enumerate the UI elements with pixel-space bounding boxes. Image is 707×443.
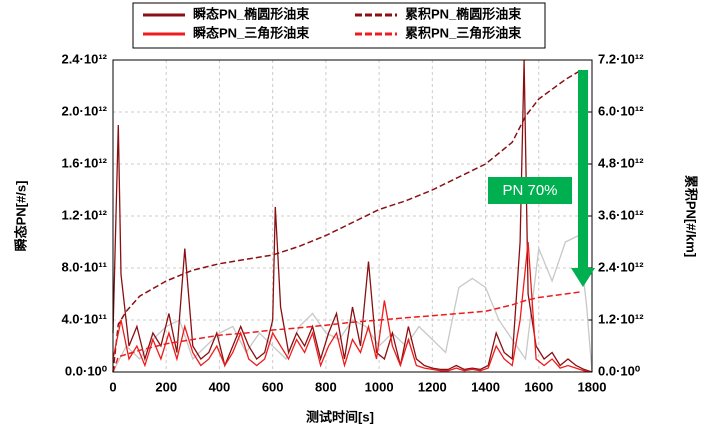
y2-tick-label: 1.2·10¹² [598,311,644,326]
y-tick-label: 4.0·10¹¹ [61,311,107,326]
y-tick-label: 0.0·10⁰ [65,363,108,378]
x-tick-label: 1200 [418,379,447,394]
y-tick-label: 1.2·10¹² [61,207,107,222]
y2-tick-label: 0.0·10⁰ [598,363,641,378]
y-tick-label: 2.4·10¹² [61,51,107,66]
x-tick-label: 0 [109,379,116,394]
x-tick-label: 800 [315,379,337,394]
series-line [112,69,582,373]
y-tick-label: 8.0·10¹¹ [61,259,107,274]
y2-axis-label: 累积PN[#/km] [684,175,699,257]
x-tick-label: 1800 [578,379,607,394]
x-tick-label: 600 [262,379,284,394]
y-axis-label: 瞬态PN[#/s] [13,181,28,252]
y2-tick-label: 6.0·10¹² [598,103,644,118]
annotation-box [488,177,572,204]
y2-tick-label: 2.4·10¹² [598,259,644,274]
series-line [112,291,582,373]
x-tick-label: 400 [209,379,231,394]
x-tick-label: 200 [155,379,177,394]
legend-label: 累积PN_椭圆形油束 [405,6,522,21]
series-line [112,241,593,373]
series-line [112,59,593,373]
annotation: PN 70% [502,182,557,199]
plot-frame [112,59,593,373]
x-tick-label: 1000 [365,379,394,394]
legend-label: 累积PN_三角形油束 [405,25,522,40]
x-tick-label: 1600 [524,379,553,394]
x-axis-label: 测试时间[s] [306,409,374,424]
y-tick-label: 2.0·10¹² [61,103,107,118]
arrow-shaft [578,70,588,270]
legend-label: 瞬态PN_三角形油束 [193,25,310,40]
arrow-head [571,268,595,287]
x-tick-label: 1400 [471,379,500,394]
y2-tick-label: 4.8·10¹² [598,155,644,170]
y2-tick-label: 3.6·10¹² [598,207,644,222]
y2-tick-label: 7.2·10¹² [598,51,644,66]
y-tick-label: 1.6·10¹² [61,155,107,170]
legend-label: 瞬态PN_椭圆形油束 [193,6,310,21]
legend-box [132,2,546,49]
